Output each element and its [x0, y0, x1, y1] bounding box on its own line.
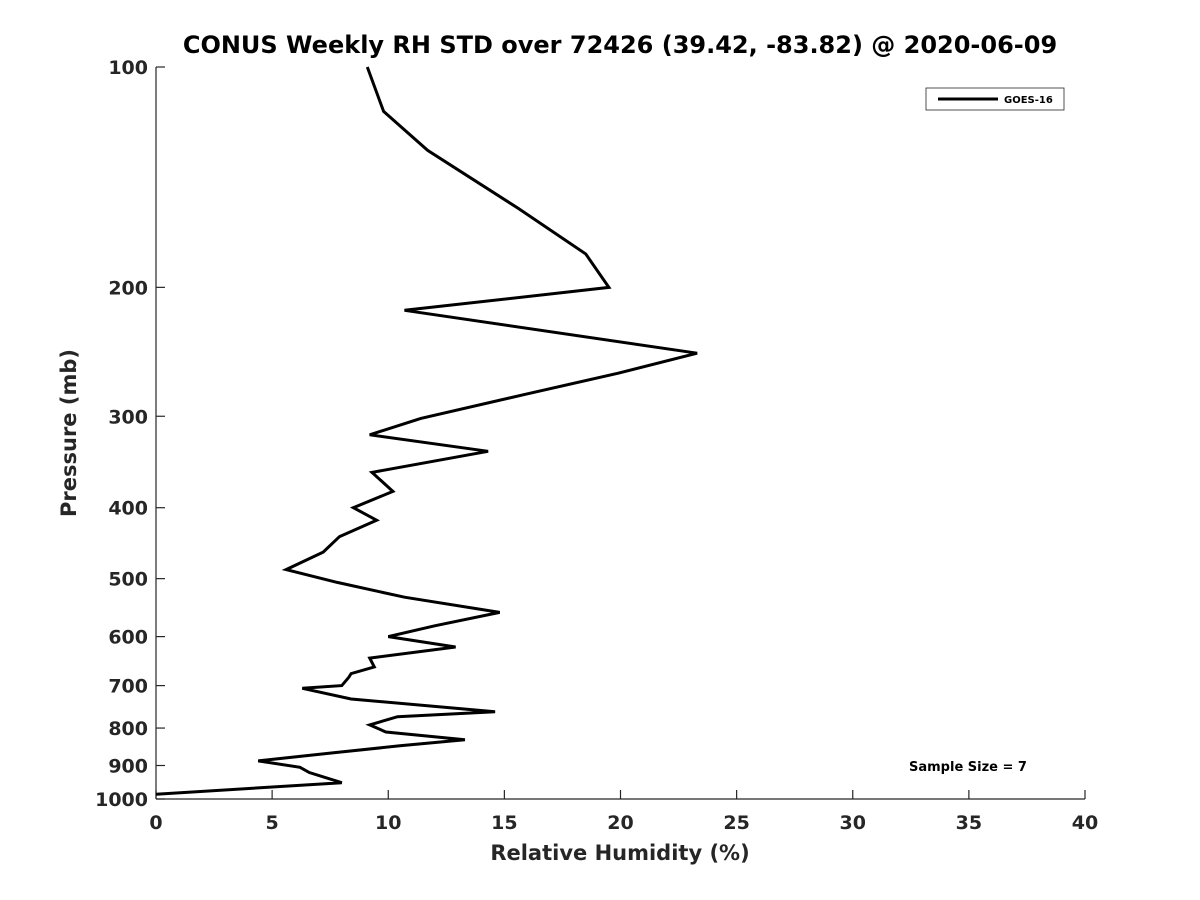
- x-tick-label: 0: [149, 812, 162, 834]
- series-line-goes-16: [155, 66, 698, 796]
- y-tick-label: 700: [108, 676, 148, 698]
- legend-label-goes-16: GOES-16: [1004, 95, 1053, 106]
- x-tick-label: 40: [1072, 812, 1098, 834]
- y-tick-label: 600: [108, 627, 148, 649]
- y-tick-label: 300: [108, 406, 148, 428]
- y-tick-label: 1000: [95, 789, 148, 811]
- x-tick-label: 20: [607, 812, 633, 834]
- y-tick-label: 900: [108, 756, 148, 778]
- y-tick-label: 500: [108, 569, 148, 591]
- y-axis-ticks: 100 200 300 400 500 600 700 800 900 1000: [95, 57, 165, 811]
- plot-area: [156, 67, 1085, 799]
- sample-size-annotation: Sample Size = 7: [909, 760, 1027, 775]
- x-tick-label: 10: [375, 812, 401, 834]
- x-axis-label: Relative Humidity (%): [490, 841, 749, 865]
- chart-title: CONUS Weekly RH STD over 72426 (39.42, -…: [183, 31, 1057, 59]
- x-tick-label: 30: [840, 812, 866, 834]
- y-tick-label: 400: [108, 498, 148, 520]
- x-tick-label: 5: [266, 812, 279, 834]
- x-tick-label: 15: [491, 812, 517, 834]
- series-layer: [155, 66, 698, 796]
- y-axis-label: Pressure (mb): [57, 349, 81, 517]
- y-tick-label: 800: [108, 718, 148, 740]
- x-tick-label: 25: [723, 812, 749, 834]
- legend: GOES-16: [925, 87, 1065, 111]
- y-tick-label: 100: [108, 57, 148, 79]
- x-axis-ticks: 0 5 10 15 20 25 30 35 40: [149, 790, 1098, 834]
- y-tick-label: 200: [108, 277, 148, 299]
- x-tick-label: 35: [956, 812, 982, 834]
